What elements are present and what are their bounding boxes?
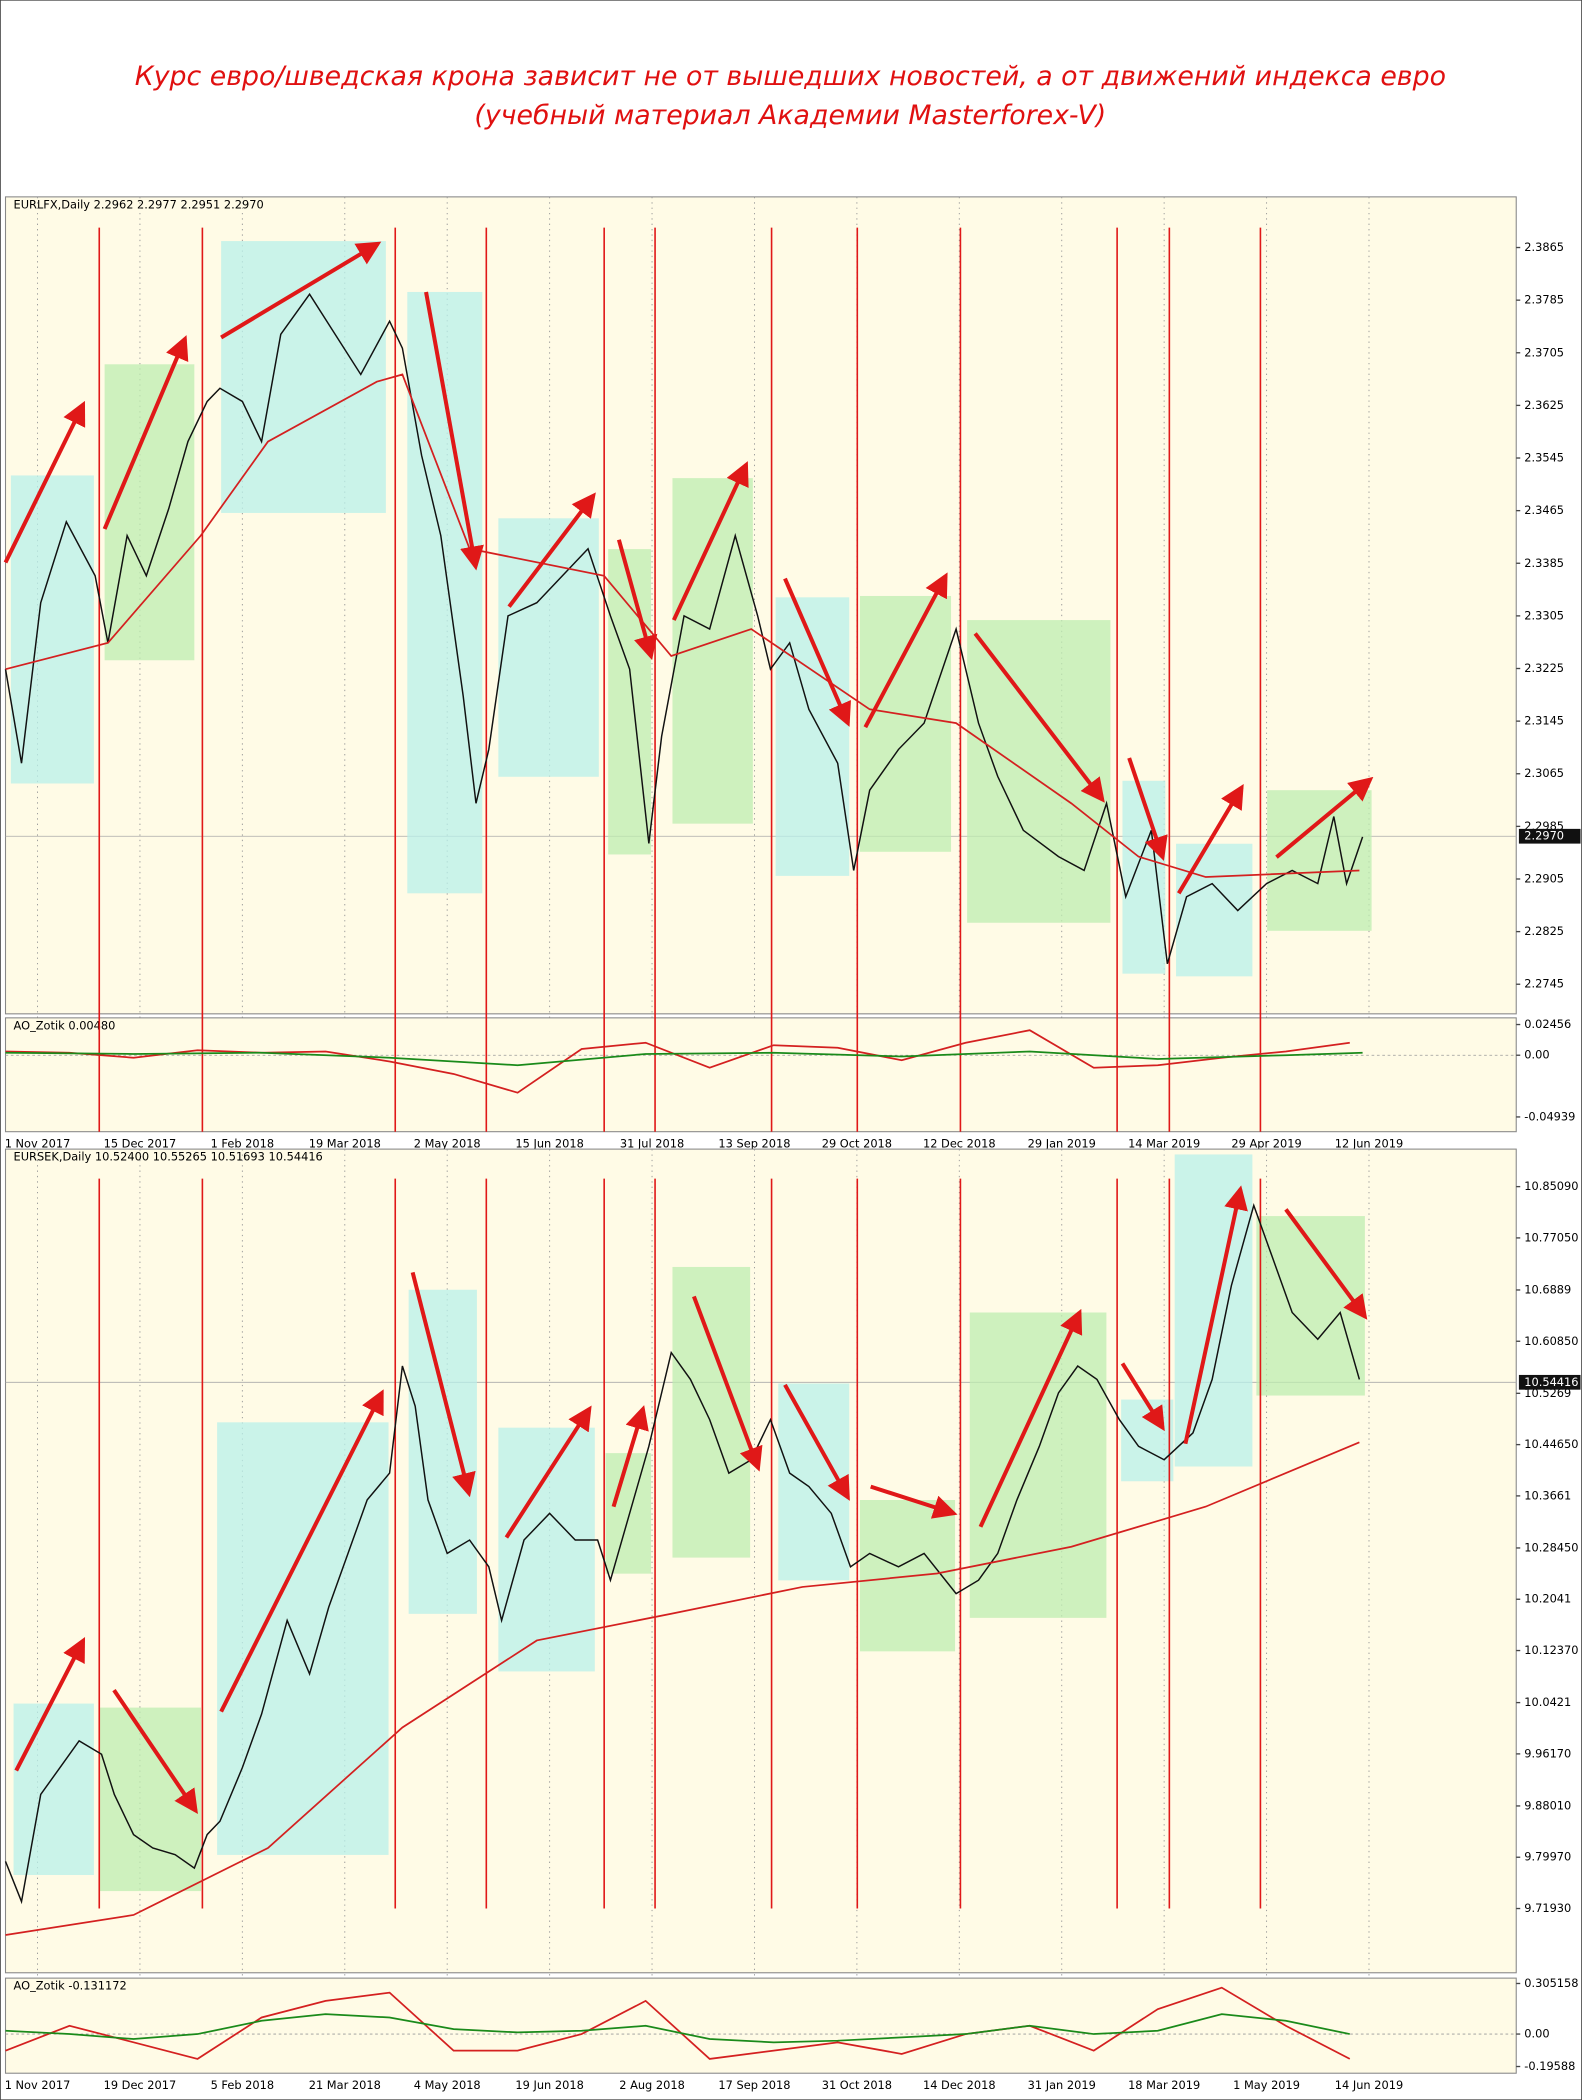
panel xyxy=(4,1977,1517,2074)
current-price-label: 2.2970 xyxy=(1524,829,1564,843)
y-tick-label: 2.3865 xyxy=(1524,240,1564,254)
y-tick-label: 2.3465 xyxy=(1524,503,1564,517)
y-tick-label: 10.28450 xyxy=(1524,1540,1578,1554)
x-tick-label: 15 Jun 2018 xyxy=(515,1136,583,1150)
y-tick-label: -0.04939 xyxy=(1524,1109,1575,1123)
y-tick-label: 10.2041 xyxy=(1524,1592,1571,1606)
y-tick-label: 2.3305 xyxy=(1524,608,1564,622)
x-tick-label: 19 Jun 2018 xyxy=(515,2078,583,2092)
x-tick-label: 1 Nov 2017 xyxy=(5,1136,71,1150)
x-tick-label: 31 Jul 2018 xyxy=(620,1136,684,1150)
arrows xyxy=(3,241,1374,1815)
subtitle: (учебный материал Академии Masterforex-V… xyxy=(474,100,1106,131)
x-tick-label: 15 Dec 2017 xyxy=(104,1136,177,1150)
x-tick-label: 29 Oct 2018 xyxy=(822,1136,892,1150)
y-tick-label: 10.44650 xyxy=(1524,1437,1578,1451)
x-tick-label: 14 Jun 2019 xyxy=(1335,2078,1403,2092)
x-tick-label: 14 Dec 2018 xyxy=(923,2078,996,2092)
y-tick-label: 2.3145 xyxy=(1524,714,1564,728)
y-tick-label: 10.85090 xyxy=(1524,1179,1578,1193)
current-price-label: 10.54416 xyxy=(1524,1375,1578,1389)
panel-header: EURSEK,Daily 10.52400 10.55265 10.51693 … xyxy=(14,1150,323,1164)
x-tick-label: 5 Feb 2018 xyxy=(211,2078,275,2092)
x-tick-label: 1 May 2019 xyxy=(1233,2078,1300,2092)
y-tick-label: 2.3785 xyxy=(1524,293,1564,307)
series-line xyxy=(5,1029,1350,1094)
series-line xyxy=(4,1202,1361,1905)
y-tick-label: 9.79970 xyxy=(1524,1850,1571,1864)
y-tick-label: 10.6889 xyxy=(1524,1282,1571,1296)
y-tick-label: 10.12370 xyxy=(1524,1643,1578,1657)
y-tick-label: 0.02456 xyxy=(1524,1017,1571,1031)
current-price-box xyxy=(1518,828,1581,844)
y-tick-label: 9.71930 xyxy=(1524,1901,1571,1915)
y-tick-label: 10.3661 xyxy=(1524,1488,1571,1502)
title: Курс евро/шведская крона зависит не от в… xyxy=(135,61,1446,92)
y-tick-label: 2.2745 xyxy=(1524,977,1564,991)
series-line xyxy=(5,1986,1351,2060)
x-tick-label: 4 May 2018 xyxy=(414,2078,481,2092)
x-tick-label: 1 Nov 2017 xyxy=(5,2078,71,2092)
x-tick-label: 29 Apr 2019 xyxy=(1231,1136,1301,1150)
y-tick-label: 0.00 xyxy=(1524,2027,1549,2041)
panel-header: AO_Zotik 0.00480 xyxy=(14,1018,116,1032)
y-tick-label: 2.2905 xyxy=(1524,871,1564,885)
y-tick-label: 10.0421 xyxy=(1524,1695,1571,1709)
panel-header: EURLFX,Daily 2.2962 2.2977 2.2951 2.2970 xyxy=(14,197,264,211)
y-tick-label: 2.3545 xyxy=(1524,451,1564,465)
x-tick-label: 21 Mar 2018 xyxy=(309,2078,381,2092)
x-tick-label: 2 Aug 2018 xyxy=(619,2078,685,2092)
x-tick-label: 17 Sep 2018 xyxy=(718,2078,790,2092)
series-line xyxy=(5,1441,1360,1936)
x-tick-label: 14 Mar 2019 xyxy=(1128,1136,1200,1150)
series-line xyxy=(4,292,1364,965)
x-tick-label: 12 Jun 2019 xyxy=(1335,1136,1403,1150)
series-line xyxy=(5,2013,1350,2044)
y-tick-label: 9.96170 xyxy=(1524,1746,1571,1760)
y-tick-label: 2.2825 xyxy=(1524,924,1564,938)
y-tick-label: 9.88010 xyxy=(1524,1798,1571,1812)
y-tick-label: -0.19588 xyxy=(1524,2059,1575,2073)
y-tick-label: 2.3625 xyxy=(1524,398,1564,412)
x-tick-label: 29 Jan 2019 xyxy=(1028,1136,1096,1150)
x-tick-label: 1 Feb 2018 xyxy=(211,1136,275,1150)
series-line xyxy=(5,373,1360,878)
x-tick-label: 18 Mar 2019 xyxy=(1128,2078,1200,2092)
y-tick-label: 2.3705 xyxy=(1524,345,1564,359)
y-tick-label: 2.3225 xyxy=(1524,661,1564,675)
x-tick-label: 31 Jan 2019 xyxy=(1028,2078,1096,2092)
x-tick-label: 13 Sep 2018 xyxy=(718,1136,790,1150)
series-line xyxy=(5,1050,1363,1067)
x-tick-label: 19 Mar 2018 xyxy=(309,1136,381,1150)
panel-header: AO_Zotik -0.131172 xyxy=(14,1979,127,1993)
x-tick-label: 31 Oct 2018 xyxy=(822,2078,892,2092)
series-layer: 2.2970 10.54416 xyxy=(4,292,1581,2060)
y-tick-label: 10.60850 xyxy=(1524,1334,1578,1348)
y-tick-label: 2.3065 xyxy=(1524,766,1564,780)
y-tick-label: 0.00 xyxy=(1524,1048,1549,1062)
x-tick-label: 19 Dec 2017 xyxy=(104,2078,177,2092)
y-tick-label: 2.3385 xyxy=(1524,556,1564,570)
y-tick-label: 0.305158 xyxy=(1524,1976,1578,1990)
current-price-box xyxy=(1518,1374,1581,1390)
x-tick-label: 12 Dec 2018 xyxy=(923,1136,996,1150)
x-tick-label: 2 May 2018 xyxy=(414,1136,481,1150)
panel xyxy=(4,1017,1517,1133)
y-tick-label: 10.77050 xyxy=(1524,1230,1578,1244)
